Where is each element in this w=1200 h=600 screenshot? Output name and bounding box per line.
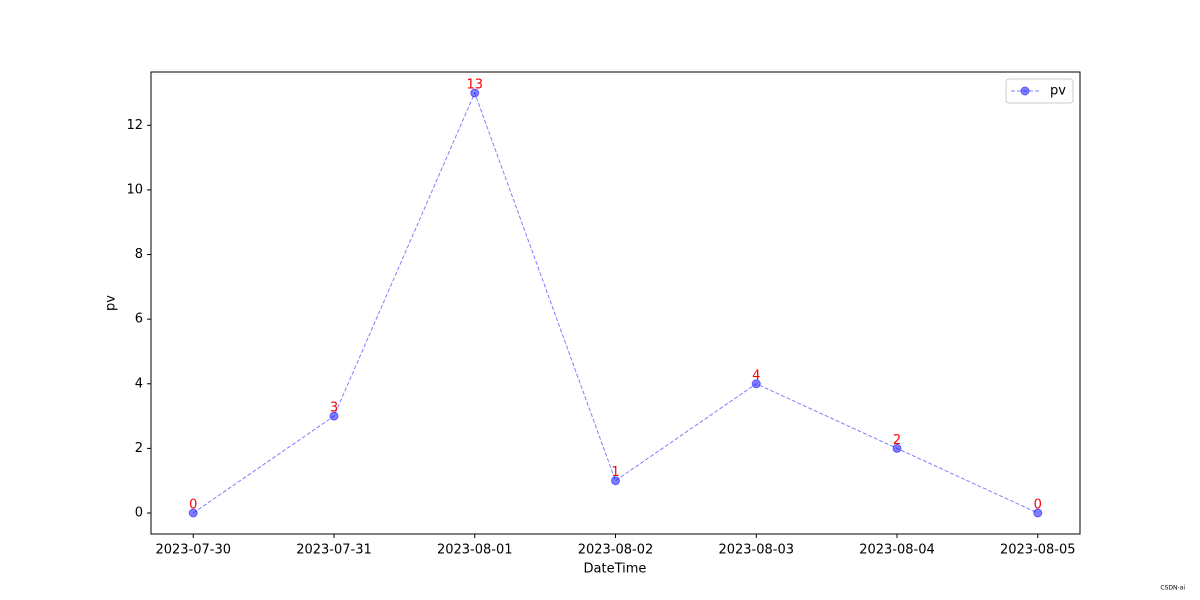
value-label: 0 (1034, 498, 1042, 513)
y-tick-label: 0 (135, 506, 143, 521)
x-axis-label: DateTime (584, 562, 647, 577)
data-point (611, 476, 620, 486)
data-point (470, 88, 480, 98)
data-point (329, 411, 339, 421)
value-label: 3 (330, 401, 338, 416)
x-tick-label: 2023-08-03 (718, 543, 794, 558)
y-tick-label: 10 (126, 182, 143, 197)
legend-marker (1020, 86, 1030, 96)
data-point (1033, 508, 1043, 518)
value-label: 13 (466, 78, 483, 93)
legend-box (1005, 78, 1074, 104)
value-label: 0 (189, 498, 197, 513)
x-tick-label: 2023-08-05 (1000, 543, 1076, 558)
value-label: 4 (752, 368, 760, 383)
legend-label: pv (1050, 84, 1066, 99)
x-tick-label: 2023-08-01 (437, 543, 513, 558)
y-tick-label: 2 (135, 441, 143, 456)
data-point (751, 379, 761, 389)
x-tick-label: 2023-07-31 (296, 543, 372, 558)
y-tick-label: 12 (126, 118, 143, 133)
y-axis-label: pv (104, 295, 119, 311)
watermark: CSDN-ai (1160, 585, 1185, 592)
data-point (188, 508, 198, 518)
x-tick-label: 2023-08-02 (578, 543, 654, 558)
value-label: 2 (893, 433, 901, 448)
x-tick-label: 2023-08-04 (859, 543, 935, 558)
y-tick-label: 8 (135, 247, 143, 262)
y-tick-label: 6 (135, 312, 143, 327)
data-point (892, 443, 902, 453)
x-tick-label: 2023-07-30 (155, 543, 231, 558)
value-label: 1 (611, 465, 619, 480)
y-tick-label: 4 (135, 376, 143, 391)
